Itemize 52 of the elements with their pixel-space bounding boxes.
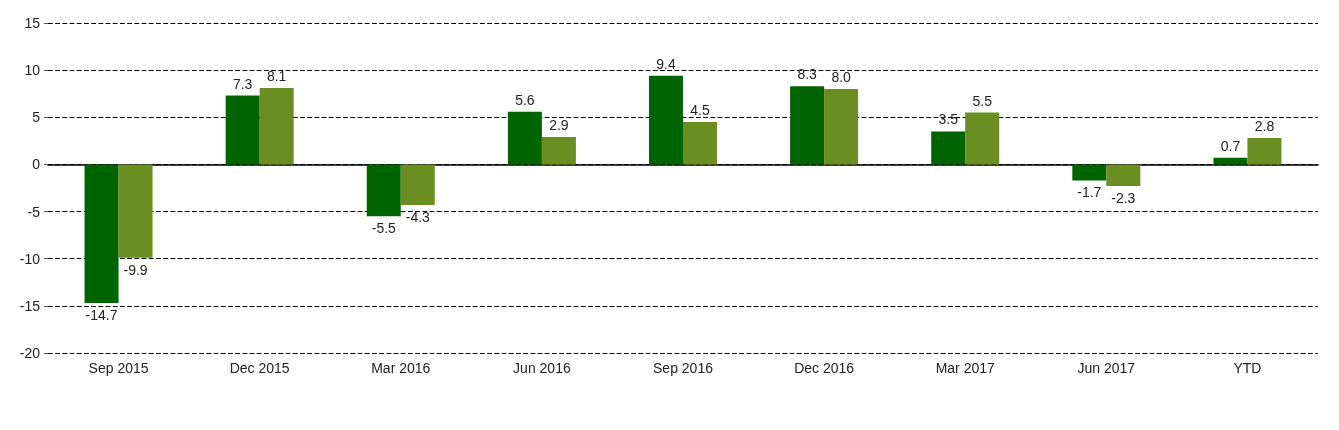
x-tick-label: Mar 2017 <box>935 360 995 376</box>
bar <box>1072 164 1107 181</box>
bar <box>965 112 1000 165</box>
x-tick-label: Dec 2015 <box>229 360 290 376</box>
x-tick-label: Sep 2016 <box>653 360 714 376</box>
bar <box>683 122 717 165</box>
data-label: 5.6 <box>515 91 535 108</box>
x-tick-label: Jun 2017 <box>1077 360 1136 376</box>
data-label: 5.5 <box>972 92 993 109</box>
bar <box>1247 138 1282 165</box>
y-tick-label: -10 <box>19 250 41 267</box>
x-tick-label: Mar 2016 <box>371 360 431 376</box>
data-label: -2.3 <box>1111 190 1136 207</box>
bar <box>931 131 966 165</box>
y-tick-label: 5 <box>32 109 41 126</box>
bar <box>225 95 260 165</box>
data-label: 8.3 <box>797 66 818 83</box>
x-tick-label: YTD <box>1233 360 1262 376</box>
bar <box>259 88 294 165</box>
bar <box>824 89 859 165</box>
x-tick-label: Dec 2016 <box>794 360 855 376</box>
data-label: -1.7 <box>1077 184 1102 201</box>
bar <box>790 86 825 165</box>
y-tick-label: -20 <box>19 345 41 361</box>
x-tick-label: Sep 2015 <box>88 360 149 376</box>
bar <box>400 164 435 205</box>
data-label: 4.5 <box>690 102 710 118</box>
bar <box>1213 157 1248 165</box>
y-tick-label: 10 <box>24 62 41 79</box>
bar <box>507 111 542 165</box>
data-label: 2.8 <box>1254 118 1275 135</box>
data-label: 2.9 <box>549 117 569 134</box>
bar <box>649 75 683 165</box>
y-tick-label: 15 <box>24 15 41 31</box>
y-tick-label: 0 <box>32 156 41 173</box>
data-label: -14.7 <box>85 307 118 324</box>
bar <box>366 164 401 217</box>
bar <box>541 137 576 165</box>
data-label: 7.3 <box>232 75 253 92</box>
data-label: 8.0 <box>831 69 852 85</box>
data-label: 9.4 <box>656 55 676 72</box>
data-label: -5.5 <box>371 220 397 237</box>
data-label: -9.9 <box>123 261 148 278</box>
bar <box>118 164 153 258</box>
data-label: 8.1 <box>266 68 287 85</box>
data-label: 0.7 <box>1220 137 1241 154</box>
bar <box>84 164 119 304</box>
y-tick-label: -5 <box>27 203 41 220</box>
y-tick-label: -15 <box>19 297 41 314</box>
x-tick-label: Jun 2016 <box>513 360 571 376</box>
bar <box>1106 164 1141 187</box>
data-label: -4.3 <box>405 208 431 225</box>
